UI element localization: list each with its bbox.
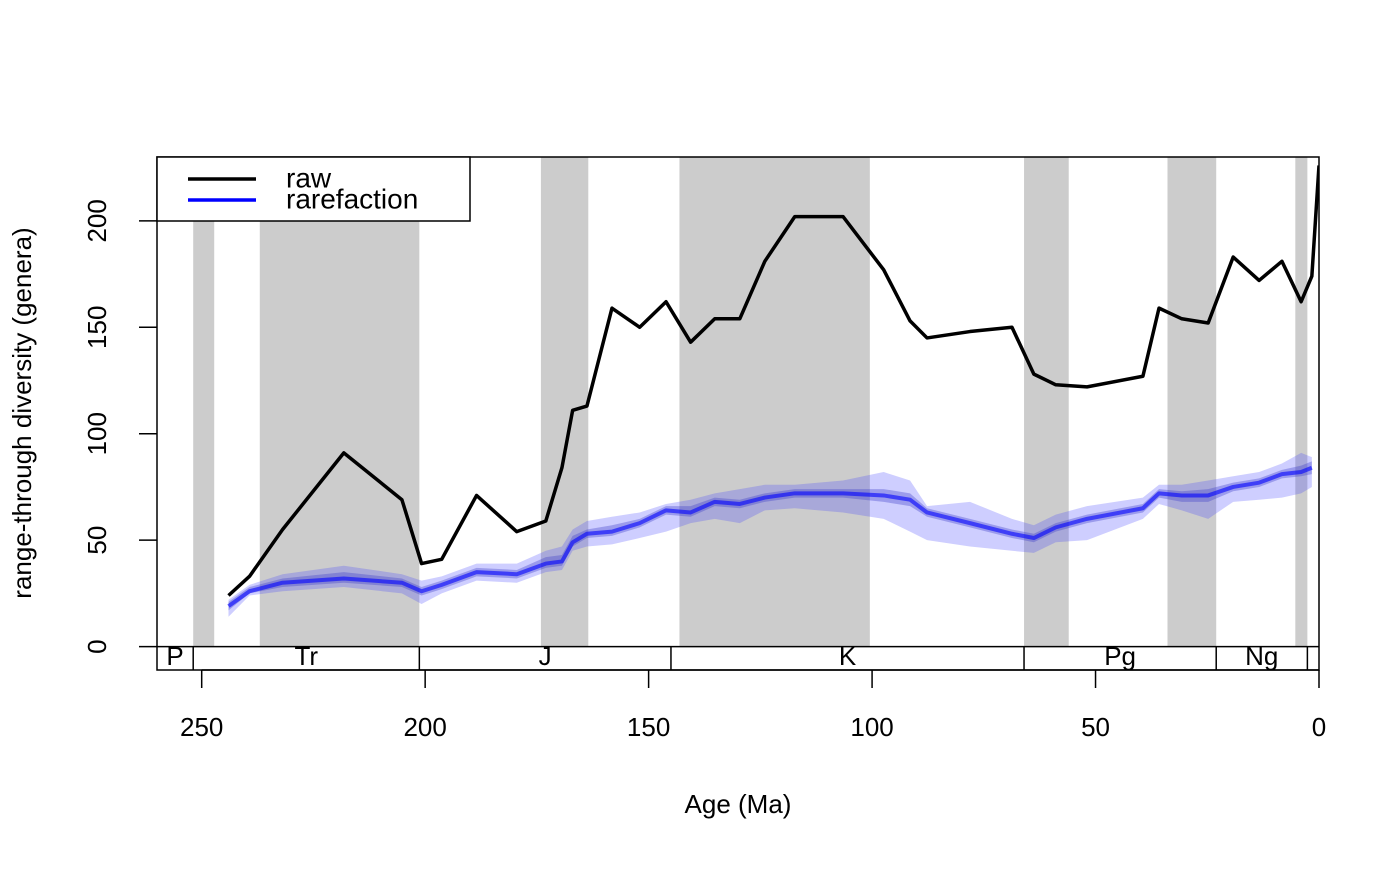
x-tick-label: 100 [850,712,893,742]
x-axis-label: Age (Ma) [685,789,792,819]
series-line [227,465,1313,608]
stage-band [259,157,420,647]
y-tick-label: 200 [82,199,112,242]
period-label: P [166,641,183,671]
plot [193,157,1319,647]
stage-band [193,157,215,647]
period-label: K [839,641,857,671]
y-tick-label: 50 [82,526,112,555]
period-label: J [539,641,552,671]
period-label: Pg [1104,641,1136,671]
y-axis-label: range-through diversity (genera) [7,227,37,598]
stage-band [679,157,870,647]
uncertainty-band [228,452,1312,617]
stage-band [1295,157,1308,647]
y-tick-label: 100 [82,412,112,455]
x-tick-label: 250 [180,712,223,742]
y-tick-label: 150 [82,306,112,349]
x-tick-label: 150 [627,712,670,742]
x-tick-label: 200 [403,712,446,742]
stage-band [1167,157,1217,647]
legend-label: rarefaction [286,183,418,214]
legend-label: raw [286,162,332,193]
stage-band [1024,157,1069,647]
period-label: Tr [294,641,318,671]
legend-box [156,156,471,222]
period-label: Ng [1245,641,1278,671]
y-tick-label: 0 [82,639,112,653]
series-line [227,165,1319,597]
x-tick-label: 50 [1081,712,1110,742]
x-tick-label: 0 [1312,712,1326,742]
stage-band [540,157,589,647]
